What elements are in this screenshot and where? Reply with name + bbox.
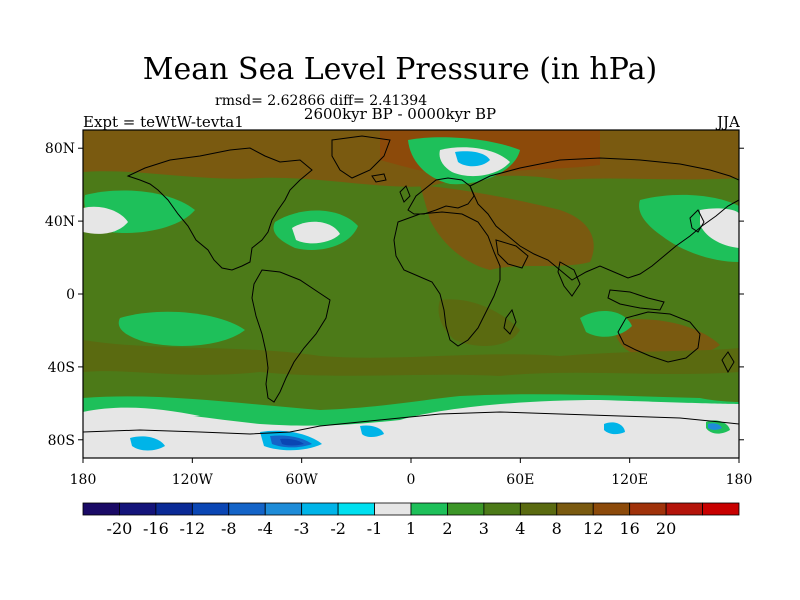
field-weddell-low: [360, 425, 384, 437]
colorbar-label: 16: [619, 519, 639, 538]
colorbar-swatch: [556, 502, 594, 516]
colorbar-label: 8: [552, 519, 562, 538]
coast-antarctica: [83, 411, 739, 435]
field-australia-high: [615, 319, 720, 359]
coastlines: [83, 135, 739, 435]
lon-label: 60W: [286, 472, 319, 488]
coast-africa: [393, 211, 501, 347]
lon-label: 0: [407, 472, 416, 488]
field-scand-minimum: [455, 151, 490, 167]
coast-iceland: [371, 173, 387, 183]
colorbar-swatch: [228, 502, 266, 516]
colorbar-swatch: [702, 502, 740, 516]
field-east-ant-min: [708, 423, 722, 430]
colorbar-swatch: [410, 502, 448, 516]
colorbar-label: 12: [583, 519, 603, 538]
coast-india: [557, 261, 581, 297]
lon-label: 60E: [506, 472, 534, 488]
colorbar-swatch: [155, 502, 193, 516]
latitude-axis: 80N 40N 0 40S 80S: [45, 141, 744, 449]
coast-new-zealand: [721, 351, 735, 374]
colorbar-label: -20: [107, 519, 133, 538]
field-grey-npac: [83, 206, 128, 234]
pressure-field: [83, 130, 739, 458]
lon-label: 180: [70, 472, 97, 488]
coast-asia: [469, 157, 739, 281]
colorbar-swatch: [447, 502, 485, 516]
colorbar-label: -3: [294, 519, 310, 538]
field-grey-wpac: [700, 208, 739, 248]
coast-north-america: [126, 147, 313, 271]
colorbar-label: -16: [143, 519, 169, 538]
period-subtitle: 2600kyr BP - 0000kyr BP: [303, 105, 497, 123]
colorbar-label: -1: [367, 519, 383, 538]
experiment-label: Expt = teWtW-tevta1: [83, 113, 244, 131]
colorbar-label: -4: [257, 519, 273, 538]
lat-label: 80S: [48, 433, 75, 449]
coast-australia: [617, 311, 701, 363]
colorbar-swatch: [191, 502, 230, 516]
lat-label: 40S: [48, 360, 75, 376]
lat-label: 0: [66, 287, 75, 303]
longitude-axis: 180 120W 60W 0 60E 120E 180: [70, 458, 753, 488]
colorbar-swatch: [301, 502, 339, 516]
coast-uk: [399, 185, 411, 203]
field-spacific-low: [118, 311, 245, 346]
field-south-africa: [438, 299, 520, 346]
colorbar-label: -8: [221, 519, 237, 538]
colorbar-swatch: [82, 502, 120, 516]
colorbar: -20 -16 -12 -8 -4 -3 -2 -1 1 2 3 4 8 12 16 20: [82, 502, 740, 538]
lat-label: 40N: [45, 214, 75, 230]
field-east-ant-low: [604, 422, 625, 435]
coast-madagascar: [503, 308, 517, 335]
field-grey-natl: [292, 221, 340, 244]
colorbar-swatch: [264, 502, 303, 516]
chart-title: Mean Sea Level Pressure (in hPa): [142, 52, 658, 87]
colorbar-swatch: [519, 502, 558, 516]
colorbar-label: 4: [515, 519, 525, 538]
lon-label: 120W: [172, 472, 214, 488]
statistics-label: rmsd= 2.62866 diff= 2.41394: [215, 93, 428, 109]
field-southern-band: [83, 340, 739, 376]
coast-japan: [689, 209, 705, 233]
lon-label: 120E: [611, 472, 648, 488]
colorbar-swatch: [665, 502, 703, 516]
colorbar-swatch: [483, 502, 521, 516]
coast-indonesia: [607, 289, 665, 311]
colorbar-label: -2: [330, 519, 346, 538]
colorbar-swatch: [592, 502, 631, 516]
field-ross-low: [130, 436, 165, 451]
field-grey-spac: [83, 407, 200, 419]
colorbar-label: 20: [656, 519, 676, 538]
lat-label: 80N: [45, 141, 75, 157]
colorbar-swatch: [374, 502, 412, 516]
field-amundsen-deep: [280, 438, 304, 446]
colorbar-swatch: [119, 502, 157, 516]
colorbar-label: 3: [479, 519, 489, 538]
colorbar-label: 2: [442, 519, 452, 538]
colorbar-label: 1: [406, 519, 416, 538]
lon-label: 180: [726, 472, 753, 488]
coast-arabia: [495, 239, 529, 269]
season-label: JJA: [717, 113, 740, 131]
colorbar-swatch: [337, 502, 375, 516]
colorbar-label: -12: [179, 519, 205, 538]
colorbar-swatch: [629, 502, 667, 516]
coast-greenland: [331, 135, 391, 179]
coast-south-america: [251, 269, 331, 403]
